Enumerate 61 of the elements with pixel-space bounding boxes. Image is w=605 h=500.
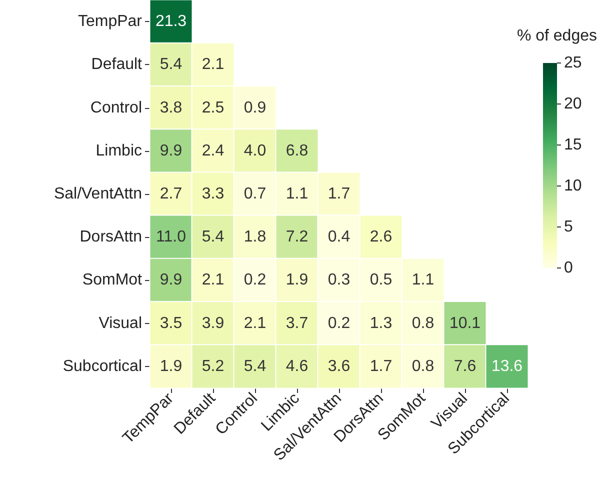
color-bar-label: 5 — [564, 218, 573, 236]
data-label: 6.8 — [286, 142, 308, 160]
color-bar-label: 25 — [564, 54, 582, 72]
data-label: 1.9 — [160, 358, 182, 375]
data-label: 0.8 — [412, 314, 434, 332]
data-label: 3.5 — [160, 314, 182, 332]
y-tick-label: SomMot — [82, 272, 143, 289]
data-label: 2.5 — [202, 99, 224, 116]
y-tick-label: Subcortical — [62, 358, 142, 375]
data-label: 1.8 — [244, 228, 266, 246]
data-label: 1.7 — [370, 358, 392, 375]
y-tick-label: TempPar — [78, 13, 143, 30]
data-label: 2.6 — [370, 228, 392, 246]
y-tick-label: Default — [91, 56, 143, 74]
data-label: 13.6 — [491, 358, 523, 375]
data-label: 1.9 — [286, 272, 308, 289]
y-tick-label: Limbic — [96, 142, 142, 160]
data-label: 2.7 — [160, 186, 182, 202]
data-label: 1.7 — [328, 186, 350, 202]
data-label: 1.1 — [286, 186, 308, 202]
data-label: 5.4 — [160, 56, 182, 74]
data-label: 5.2 — [202, 358, 224, 375]
data-label: 2.1 — [244, 314, 266, 332]
color-bar-label: 10 — [564, 178, 582, 194]
y-tick-label: DorsAttn — [80, 228, 142, 246]
data-label: 0.7 — [244, 186, 266, 202]
data-label: 7.2 — [286, 228, 308, 246]
data-label: 2.1 — [202, 272, 224, 289]
color-bar-label: 20 — [564, 96, 582, 112]
color-bar-label: 15 — [564, 136, 582, 154]
data-label: 3.7 — [286, 314, 308, 332]
data-label: 0.3 — [328, 272, 350, 289]
data-label: 0.2 — [328, 314, 350, 332]
color-bar-label: 0 — [564, 260, 573, 276]
data-label: 3.8 — [160, 99, 182, 116]
data-label: 7.6 — [454, 358, 476, 375]
data-label: 9.9 — [160, 142, 182, 160]
data-label: 0.5 — [370, 272, 392, 289]
data-label: 2.4 — [202, 142, 224, 160]
data-label: 9.9 — [160, 272, 182, 289]
data-label: 3.9 — [202, 314, 224, 332]
data-label: 3.6 — [328, 358, 350, 375]
data-label: 0.2 — [244, 272, 266, 289]
y-tick-label: Control — [90, 99, 142, 116]
data-label: 1.3 — [370, 314, 392, 332]
data-label: 11.0 — [156, 228, 186, 246]
data-label: 2.1 — [202, 56, 224, 74]
data-label: 1.1 — [412, 272, 434, 289]
data-label: 21.3 — [155, 13, 187, 30]
data-label: 3.3 — [202, 186, 224, 202]
data-label: 0.8 — [412, 358, 434, 375]
data-label: 0.4 — [328, 228, 350, 246]
data-label: 5.4 — [244, 358, 266, 375]
y-tick-label: Sal/VentAttn — [54, 186, 142, 202]
data-label: 4.0 — [244, 142, 266, 160]
y-tick-label: Visual — [98, 314, 142, 332]
data-label: 10.1 — [449, 314, 481, 332]
data-label: 0.9 — [244, 99, 266, 116]
data-label: 5.4 — [202, 228, 224, 246]
color-bar-title: % of edges — [516, 28, 598, 44]
data-label: 4.6 — [286, 358, 308, 375]
